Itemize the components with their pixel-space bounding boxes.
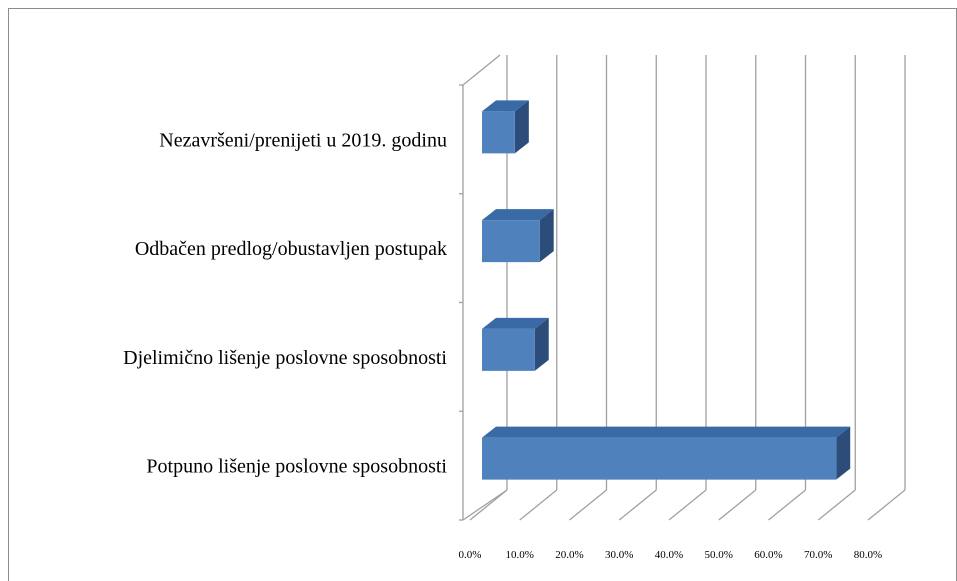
x-tick-label: 40.0% [655, 549, 683, 561]
x-tick-label: 20.0% [555, 549, 583, 561]
y-tick-label: Odbačen predlog/obustavljen postupak [135, 238, 447, 260]
grid-line [519, 489, 558, 521]
y-tick-label: Potpuno lišenje poslovne sposobnosti [146, 456, 447, 478]
grid-line [817, 489, 856, 521]
grid-line [618, 489, 657, 521]
bar [482, 426, 851, 480]
bar-front [482, 111, 515, 154]
grid-line [768, 489, 806, 521]
bar-top [482, 209, 554, 221]
grid-line [867, 489, 906, 521]
chart-frame [8, 8, 957, 581]
axis-line [462, 489, 508, 521]
bar-top [482, 317, 549, 329]
x-tick-label: 80.0% [854, 549, 882, 561]
bar-front [482, 328, 535, 371]
bar-side [514, 100, 529, 154]
bar [482, 317, 549, 371]
axis-line [462, 54, 501, 86]
bar-front [482, 437, 837, 480]
x-tick-label: 0.0% [459, 549, 482, 561]
y-tick-label: Djelimično lišenje poslovne sposobnosti [123, 347, 447, 369]
bar [482, 209, 554, 263]
grid-line [668, 489, 707, 521]
x-tick-label: 10.0% [506, 549, 534, 561]
grid-line [569, 489, 607, 521]
grid-line [718, 489, 757, 521]
x-tick-label: 70.0% [804, 549, 832, 561]
bar-side [539, 209, 554, 263]
x-tick-label: 50.0% [705, 549, 733, 561]
bar [482, 100, 529, 154]
grid-line [469, 489, 508, 521]
bar-top [482, 426, 851, 438]
bar-top [482, 100, 529, 112]
bar-front [482, 220, 540, 263]
x-tick-label: 30.0% [605, 549, 633, 561]
bar-side [836, 426, 851, 480]
bar-side [534, 317, 549, 371]
x-tick-label: 60.0% [754, 549, 782, 561]
y-tick-label: Nezavršeni/prenijeti u 2019. godinu [159, 129, 447, 151]
